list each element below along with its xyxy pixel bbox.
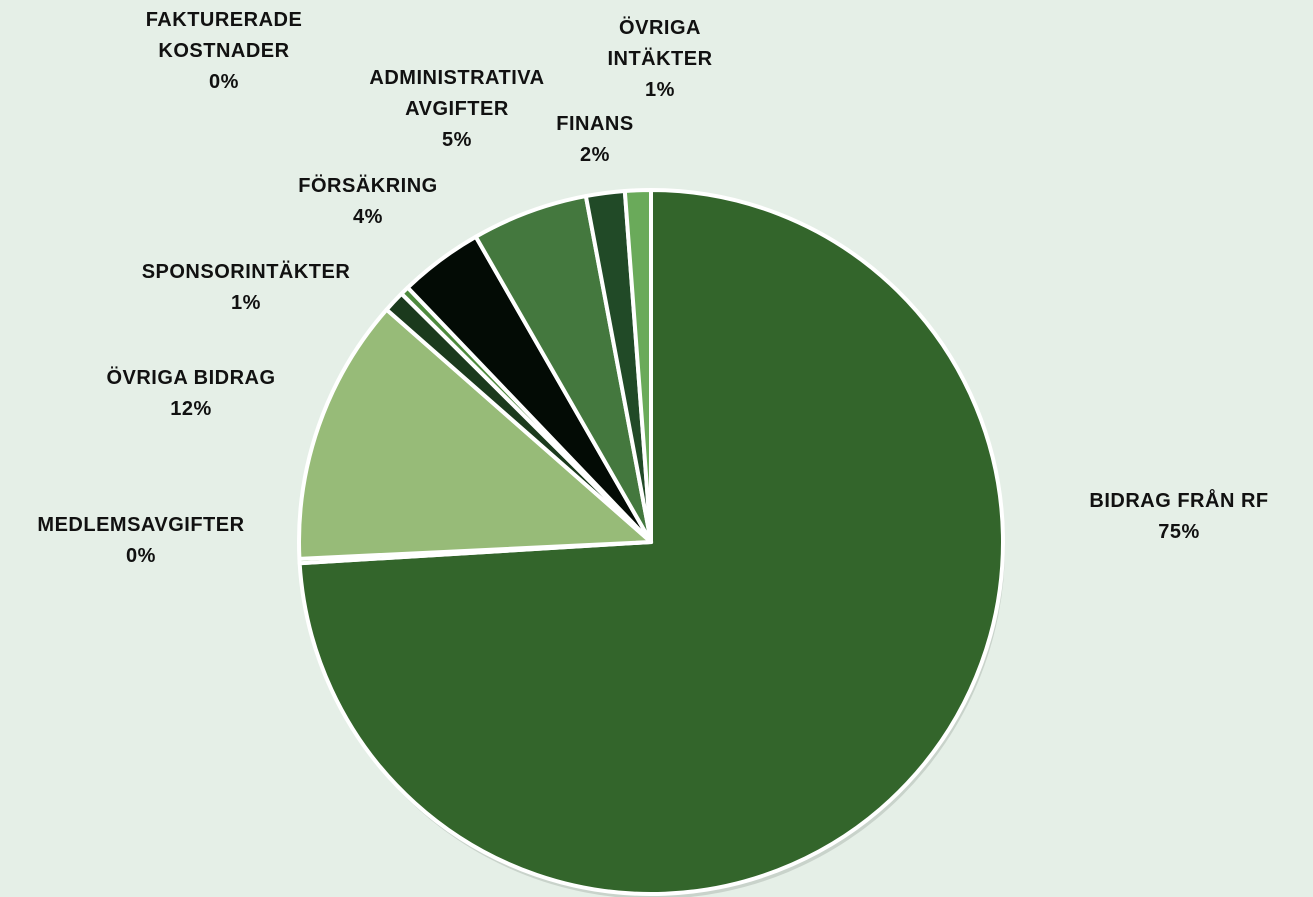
pie-slices (297, 187, 1005, 897)
slice-name-label: BIDRAG FRÅN RF (1089, 488, 1268, 512)
slice-percent-label: 5% (442, 129, 472, 151)
slice-name-label: ÖVRIGA BIDRAG (106, 366, 275, 389)
pie-labels: BIDRAG FRÅN RF 75% MEDLEMSAVGIFTER 0% ÖVRIGA… (37, 9, 1268, 567)
slice-name-label: FÖRSÄKRING (298, 174, 437, 197)
slice-percent-label: 0% (126, 545, 156, 567)
slice-percent-label: 2% (580, 144, 610, 166)
slice-percent-label: 75% (1158, 521, 1200, 543)
slice-percent-label: 1% (645, 79, 675, 101)
slice-percent-label: 1% (231, 292, 261, 314)
slice-name-label: KOSTNADER (158, 40, 289, 62)
slice-label: FAKTURERADE KOSTNADER 0% (146, 9, 303, 93)
slice-percent-label: 4% (353, 206, 383, 228)
slice-label: BIDRAG FRÅN RF 75% (1089, 488, 1268, 543)
slice-label: ÖVRIGA INTÄKTER 1% (607, 16, 712, 101)
slice-label: SPONSORINTÄKTER 1% (142, 260, 351, 314)
slice-name-label: SPONSORINTÄKTER (142, 260, 351, 283)
slice-label: FÖRSÄKRING 4% (298, 174, 437, 228)
slice-label: ÖVRIGA BIDRAG 12% (106, 366, 275, 420)
slice-label: FINANS 2% (556, 113, 633, 166)
pie-slice (622, 187, 653, 544)
slice-name-label: ADMINISTRATIVA (369, 67, 544, 89)
slice-label: ADMINISTRATIVA AVGIFTER 5% (369, 67, 544, 151)
slice-name-label: MEDLEMSAVGIFTER (37, 514, 244, 536)
slice-name-label: AVGIFTER (405, 98, 509, 120)
slice-percent-label: 0% (209, 71, 239, 93)
pie-slice (297, 307, 653, 561)
slice-name-label: ÖVRIGA (619, 16, 701, 39)
slice-name-label: FAKTURERADE (146, 9, 303, 31)
slice-name-label: FINANS (556, 113, 633, 135)
slice-percent-label: 12% (170, 398, 212, 420)
slice-label: MEDLEMSAVGIFTER 0% (37, 514, 244, 567)
slice-name-label: INTÄKTER (607, 47, 712, 70)
